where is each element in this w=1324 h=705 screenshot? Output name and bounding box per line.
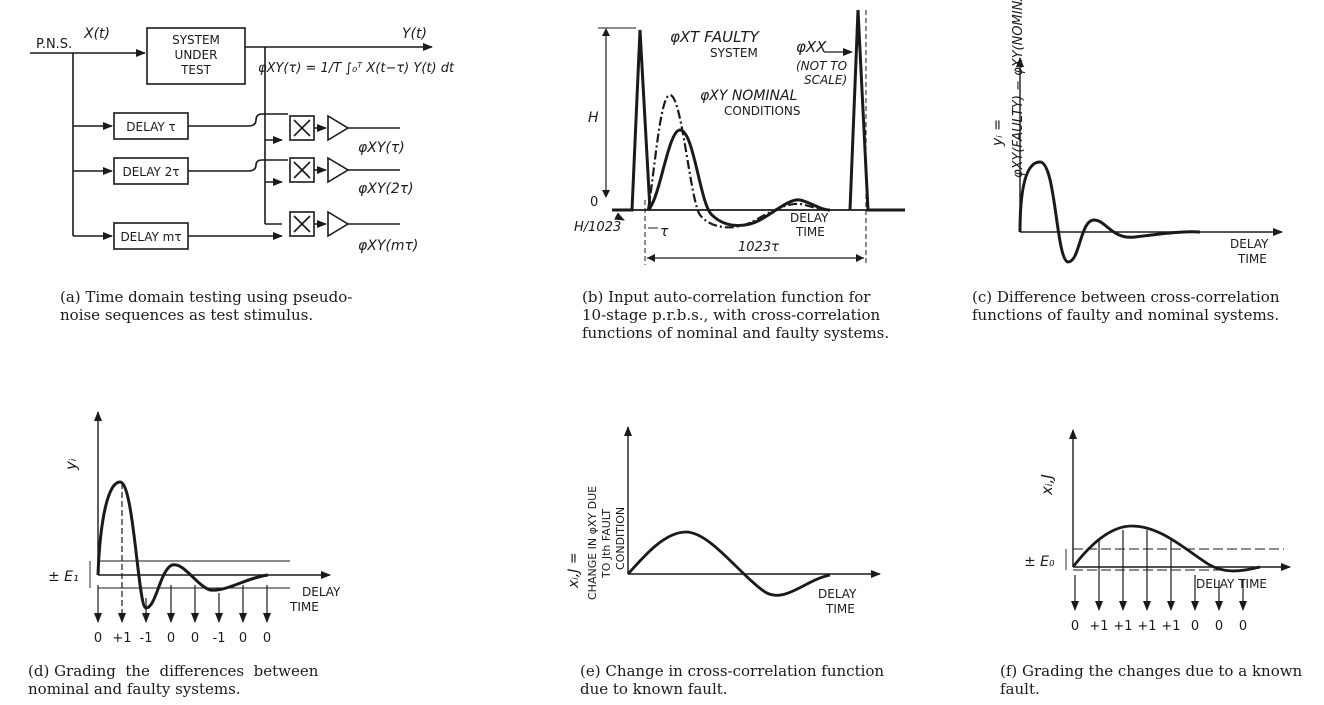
- panel-d-grading: ± E₁ yᵢ 0 +1 -1 0 0 -1 0 0 DELAY TIME: [48, 411, 341, 646]
- x-t-label: X(t): [83, 26, 110, 42]
- pns-label: P.N.S.: [36, 37, 72, 52]
- label-H1023: H/1023: [574, 220, 621, 235]
- nominal-label-1: φXY NOMINAL: [700, 88, 797, 104]
- phixx-label-1: φXX: [796, 38, 827, 56]
- caption-b: (b) Input auto-correlation function for …: [582, 288, 890, 342]
- nominal-label-2: CONDITIONS: [724, 104, 801, 118]
- e-ylabel-3: TO Jth FAULT: [600, 509, 613, 579]
- faulty-curve: [646, 93, 831, 229]
- panel-e-fault-change: xᵢ,J = CHANGE IN φXY DUE TO Jth FAULT CO…: [566, 426, 881, 616]
- delay-label-1: DELAY τ: [126, 120, 175, 134]
- sut-label-1: SYSTEM: [172, 33, 220, 47]
- faulty-label-1: φXT FAULTY: [670, 28, 761, 46]
- d-delay-label: DELAY: [302, 585, 341, 599]
- phixx-label-2: (NOT TO: [796, 59, 847, 73]
- caption-d: (d) Grading the differences between nomi…: [28, 662, 319, 698]
- d-tolerance-label: ± E₁: [48, 569, 79, 585]
- f-grade-6: 0: [1215, 619, 1223, 634]
- delay-label-2: DELAY 2τ: [122, 165, 179, 179]
- f-grade-1: +1: [1089, 619, 1108, 634]
- f-tolerance-label: ± E₀: [1024, 554, 1055, 570]
- d-grade-5: -1: [213, 631, 226, 646]
- d-grade-4: 0: [191, 631, 199, 646]
- output-phi-2: φXY(2τ): [358, 181, 414, 197]
- d-time-label: TIME: [289, 600, 319, 614]
- delay-label-3: DELAY mτ: [120, 230, 181, 244]
- f-grade-3: +1: [1137, 619, 1156, 634]
- d-grade-7: 0: [263, 631, 271, 646]
- f-change-curve: [1071, 524, 1261, 573]
- caption-e: (e) Change in cross-correlation function…: [580, 662, 885, 698]
- integrator-1: [327, 114, 350, 142]
- c-ylabel-expr: φXY(FAULTY) − φXY(NOMINAL): [1011, 0, 1026, 178]
- f-grade-2: +1: [1113, 619, 1132, 634]
- e-ylabel-2: CHANGE IN φXY DUE: [586, 486, 599, 600]
- phixx-spike-1: [612, 29, 652, 212]
- f-grade-4: +1: [1161, 619, 1180, 634]
- panel-b-autocorrelation: H 0 H/1023 τ 1023τ φXT FAULTY SYSTEM φXY…: [574, 9, 905, 265]
- f-ylabel: xᵢ,J: [1038, 474, 1056, 496]
- output-phi-3: φXY(mτ): [358, 238, 418, 254]
- e-change-curve: [626, 530, 831, 597]
- label-H: H: [588, 110, 599, 126]
- b-time-label: TIME: [795, 225, 825, 239]
- d-grade-2: -1: [140, 631, 153, 646]
- cross-correlation-formula: φXY(τ) = 1/T ∫₀ᵀ X(t−τ) Y(t) dt: [258, 61, 455, 76]
- c-time-label: TIME: [1237, 252, 1267, 266]
- label-tau: τ: [660, 224, 669, 240]
- c-delay-label: DELAY: [1230, 237, 1269, 251]
- d-ylabel: yᵢ: [62, 458, 80, 471]
- d-sample-arrows: [94, 483, 271, 623]
- c-ylabel-top: yᵢ =: [990, 119, 1006, 147]
- label-zero: 0: [590, 195, 598, 210]
- panel-f-grading: ± E₀ xᵢ,J 0 +1 +1 +1 +1 0 0 0 DELAY TIME: [1024, 429, 1291, 634]
- d-grade-1: +1: [112, 631, 131, 646]
- caption-c: (c) Difference between cross-correlation…: [972, 288, 1280, 324]
- caption-a: (a) Time domain testing using pseudo- no…: [60, 288, 353, 324]
- faulty-label-2: SYSTEM: [710, 46, 758, 60]
- e-ylabel-1: xᵢ,J =: [566, 552, 582, 589]
- integrator-2: [327, 156, 350, 184]
- nominal-curve: [646, 128, 831, 227]
- sut-label-2: UNDER: [175, 48, 218, 62]
- f-grade-5: 0: [1191, 619, 1199, 634]
- f-grade-7: 0: [1239, 619, 1247, 634]
- system-under-test-box: [146, 27, 246, 85]
- f-delay-time-label: DELAY TIME: [1196, 577, 1267, 591]
- y-t-label: Y(t): [402, 26, 427, 42]
- panel-a-block-diagram: P.N.S. X(t) Y(t) SYSTEM UNDER TEST φXY(τ…: [30, 26, 455, 254]
- f-grade-0: 0: [1071, 619, 1079, 634]
- integrator-3: [327, 210, 350, 238]
- difference-curve: [1018, 160, 1201, 264]
- e-time-label: TIME: [825, 602, 855, 616]
- label-1023tau: 1023τ: [738, 240, 779, 255]
- e-ylabel-4: CONDITION: [614, 507, 627, 570]
- f-sample-arrows: [1071, 530, 1247, 611]
- b-delay-label: DELAY: [790, 211, 829, 225]
- phixx-spike-2: [848, 9, 905, 212]
- d-grade-0: 0: [94, 631, 102, 646]
- sut-label-3: TEST: [180, 63, 212, 77]
- phixx-label-3: SCALE): [804, 73, 847, 87]
- d-grade-6: 0: [239, 631, 247, 646]
- panel-c-difference: yᵢ = φXY(FAULTY) − φXY(NOMINAL) DELAY TI…: [990, 0, 1283, 266]
- d-grade-3: 0: [167, 631, 175, 646]
- output-phi-1: φXY(τ): [358, 140, 405, 156]
- e-delay-label: DELAY: [818, 587, 857, 601]
- caption-f: (f) Grading the changes due to a known f…: [1000, 662, 1303, 698]
